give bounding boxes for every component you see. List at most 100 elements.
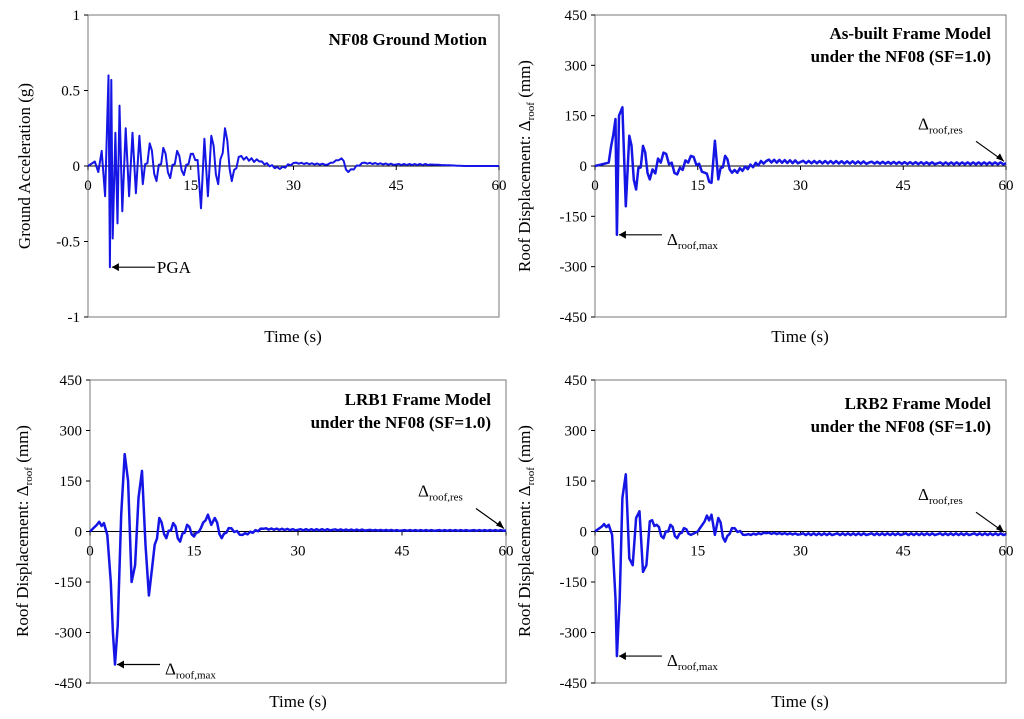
roof-res-annotation-arrowhead xyxy=(996,153,1004,162)
y-tick-label: -150 xyxy=(560,209,588,225)
chart-title-line: NF08 Ground Motion xyxy=(329,30,488,49)
chart-panel-ground-motion: -1 -0.5 0 0.5 1 0 15 30 45 60 PGA NF08 Ground Moti… xyxy=(15,8,507,346)
roof-max-annotation-label: Δroof,max xyxy=(165,659,216,681)
roof-res-annotation-label: Δroof,res xyxy=(918,114,963,136)
roof-max-annotation-arrowhead xyxy=(116,660,124,669)
roof-res-annotation-subscript: roof,res xyxy=(929,124,963,136)
x-tick-label: 0 xyxy=(84,178,92,194)
series-line xyxy=(87,74,499,269)
y-axis-label-unit: (mm) xyxy=(13,425,32,467)
roof-res-annotation-symbol: Δ xyxy=(918,485,929,504)
roof-res-annotation-symbol: Δ xyxy=(918,114,929,133)
x-tick-label: 0 xyxy=(86,544,94,560)
x-tick-label: 0 xyxy=(591,544,599,560)
roof-max-annotation-symbol: Δ xyxy=(165,659,176,678)
y-tick-label: -150 xyxy=(55,575,83,591)
roof-max-annotation-label: Δroof,max xyxy=(667,230,718,252)
y-axis-label-main: Roof Displacement: Δ xyxy=(515,120,534,272)
pga-label: PGA xyxy=(157,258,192,277)
x-tick-label: 45 xyxy=(896,178,911,194)
y-tick-label: -300 xyxy=(55,626,83,642)
roof-res-annotation-label: Δroof,res xyxy=(418,481,463,503)
y-axis-label-main: Roof Displacement: Δ xyxy=(13,485,32,637)
y-axis-label-subscript: roof xyxy=(525,102,537,121)
y-axis-label: Roof Displacement: Δroof (mm) xyxy=(515,60,537,272)
y-tick-label: -450 xyxy=(560,676,588,692)
chart-title-line: As-built Frame Model xyxy=(830,24,992,43)
roof-max-annotation-label: Δroof,max xyxy=(667,651,718,673)
x-axis-label: Time (s) xyxy=(771,327,828,346)
roof-max-annotation-arrowhead xyxy=(618,652,626,661)
y-axis-label-subscript: roof xyxy=(525,467,537,486)
series-line xyxy=(594,473,1007,658)
roof-max-annotation-symbol: Δ xyxy=(667,651,678,670)
y-tick-label: 450 xyxy=(565,373,588,389)
roof-max-annotation-subscript: roof,max xyxy=(678,661,719,673)
x-tick-label: 15 xyxy=(183,178,198,194)
y-axis-label-main: Roof Displacement: Δ xyxy=(515,485,534,637)
roof-res-annotation-subscript: roof,res xyxy=(429,491,463,503)
chart-title-line: under the NF08 (SF=1.0) xyxy=(311,413,491,432)
chart-title-line: LRB2 Frame Model xyxy=(845,394,992,413)
y-tick-label: -300 xyxy=(560,260,588,276)
x-tick-label: 30 xyxy=(793,544,808,560)
roof-max-annotation-subscript: roof,max xyxy=(678,240,719,252)
y-axis-label-subscript: roof xyxy=(23,467,35,486)
y-tick-label: 300 xyxy=(60,424,83,440)
y-tick-label: 0 xyxy=(580,159,588,175)
series-line xyxy=(594,106,1007,237)
roof-res-annotation-arrowhead xyxy=(496,520,504,529)
y-tick-label: 0.5 xyxy=(61,84,80,100)
y-tick-label: -1 xyxy=(68,310,81,326)
pga-arrowhead xyxy=(111,263,119,272)
y-tick-label: -300 xyxy=(560,626,588,642)
x-tick-label: 60 xyxy=(999,178,1014,194)
x-tick-label: 45 xyxy=(389,178,404,194)
x-tick-label: 45 xyxy=(395,544,410,560)
roof-max-annotation-arrowhead xyxy=(618,230,626,239)
y-tick-label: -0.5 xyxy=(56,235,80,251)
y-axis-label: Roof Displacement: Δroof (mm) xyxy=(515,425,537,637)
y-tick-label: 150 xyxy=(565,474,588,490)
y-tick-label: 300 xyxy=(565,58,588,74)
y-tick-label: -450 xyxy=(55,676,83,692)
roof-max-annotation-symbol: Δ xyxy=(667,230,678,249)
y-axis-label-unit: (mm) xyxy=(515,425,534,467)
y-axis-label-unit: (mm) xyxy=(515,60,534,102)
y-tick-label: 0 xyxy=(580,525,588,541)
roof-res-annotation-label: Δroof,res xyxy=(918,485,963,507)
x-tick-label: 30 xyxy=(793,178,808,194)
x-tick-label: 30 xyxy=(291,544,306,560)
x-tick-label: 60 xyxy=(492,178,507,194)
y-tick-label: 0 xyxy=(75,525,83,541)
y-axis-label: Ground Acceleration (g) xyxy=(15,83,34,249)
x-tick-label: 60 xyxy=(499,544,514,560)
chart-title-line: under the NF08 (SF=1.0) xyxy=(811,47,991,66)
roof-max-annotation-subscript: roof,max xyxy=(176,669,217,681)
x-tick-label: 0 xyxy=(591,178,599,194)
x-axis-label: Time (s) xyxy=(269,692,326,711)
y-tick-label: 150 xyxy=(565,109,588,125)
x-axis-label: Time (s) xyxy=(771,692,828,711)
y-axis-label: Roof Displacement: Δroof (mm) xyxy=(13,425,35,637)
series-line xyxy=(89,452,507,666)
y-tick-label: 300 xyxy=(565,424,588,440)
y-tick-label: 450 xyxy=(60,373,83,389)
roof-res-annotation-symbol: Δ xyxy=(418,481,429,500)
y-tick-label: 0 xyxy=(73,159,81,175)
y-tick-label: -150 xyxy=(560,575,588,591)
x-tick-label: 30 xyxy=(286,178,301,194)
y-tick-label: 1 xyxy=(73,8,81,24)
x-tick-label: 60 xyxy=(999,544,1014,560)
x-axis-label: Time (s) xyxy=(264,327,321,346)
x-tick-label: 15 xyxy=(690,178,705,194)
chart-title-line: under the NF08 (SF=1.0) xyxy=(811,417,991,436)
roof-res-annotation-subscript: roof,res xyxy=(929,495,963,507)
x-tick-label: 15 xyxy=(187,544,202,560)
x-tick-label: 15 xyxy=(690,544,705,560)
y-tick-label: -450 xyxy=(560,310,588,326)
